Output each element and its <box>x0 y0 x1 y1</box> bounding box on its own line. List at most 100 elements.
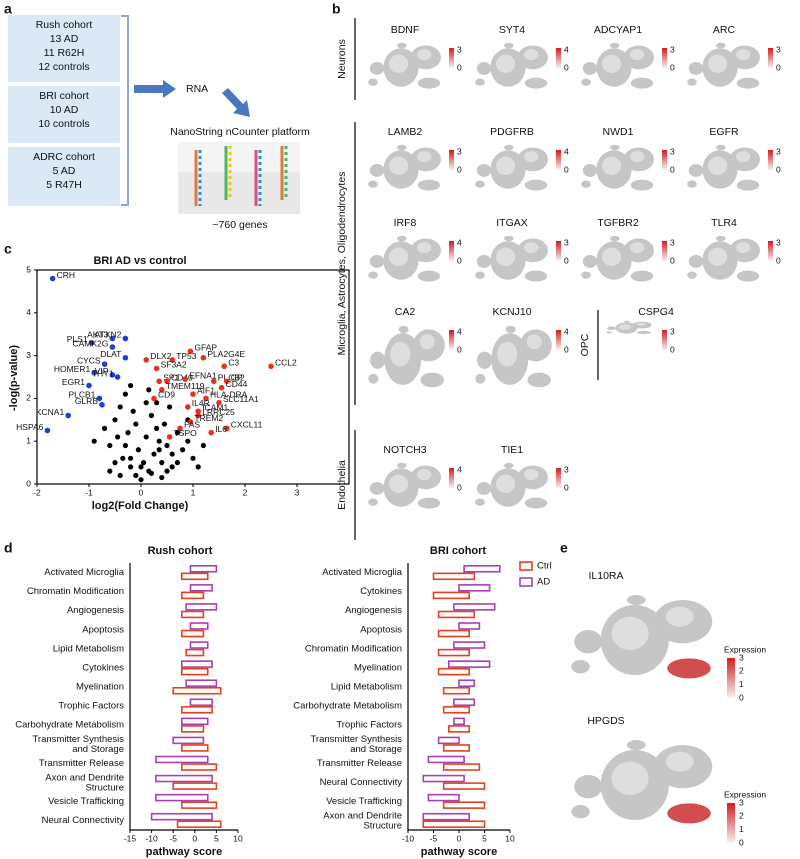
point-label: TP53 <box>176 351 197 361</box>
cohort-text: Rush cohort <box>36 19 93 31</box>
point <box>112 417 118 423</box>
group-label: OPC <box>579 333 591 356</box>
labeled-point <box>187 348 194 355</box>
point-label: DLX2 <box>150 351 172 361</box>
range-bar <box>447 660 491 668</box>
tsne-plot <box>571 740 712 823</box>
range-bar <box>181 725 205 733</box>
point <box>190 455 196 461</box>
color-bar-min: 0 <box>670 62 675 72</box>
point-label: HSPA6 <box>16 422 44 432</box>
point-label: IL6 <box>215 424 227 434</box>
labeled-point <box>224 378 230 385</box>
range-bar <box>189 622 209 630</box>
range-bar <box>155 774 213 783</box>
range-bar <box>189 698 213 707</box>
chart-title: Rush cohort <box>148 545 213 557</box>
labeled-point <box>221 363 227 370</box>
range-bar <box>453 641 486 649</box>
range-bar <box>172 736 205 745</box>
cohort-text: 5 R47H <box>46 179 82 191</box>
category-label: Vesicle Trafficking <box>48 796 124 807</box>
range-bar <box>453 603 496 611</box>
panel-letter: d <box>4 540 13 556</box>
color-bar <box>727 803 735 843</box>
category-label: Activated Microglia <box>322 567 402 578</box>
color-bar-max: 4 <box>564 44 569 54</box>
group-label: Neurons <box>336 39 348 79</box>
range-bar <box>458 584 491 592</box>
color-bar-max: 3 <box>670 44 675 54</box>
labeled-point <box>195 408 201 415</box>
point <box>128 382 134 389</box>
tsne-plot <box>475 325 552 388</box>
color-bar-min: 0 <box>564 482 569 492</box>
legend-label: Ctrl <box>537 561 552 572</box>
panel-letter: e <box>560 540 568 556</box>
cohort-box <box>8 147 120 206</box>
cohort-text: 10 AD <box>50 104 79 116</box>
point-label: CRH <box>57 270 75 280</box>
point <box>159 474 165 481</box>
range-bar <box>442 686 471 695</box>
tsne-plot <box>368 325 445 388</box>
tsne-plot <box>368 235 441 282</box>
point-label: AIF1 <box>197 385 215 395</box>
tsne-plot <box>581 144 654 191</box>
range-bar <box>422 774 465 783</box>
color-bar <box>662 330 667 350</box>
range-bar <box>181 572 209 581</box>
labeled-point <box>65 412 71 419</box>
range-bar <box>427 793 460 802</box>
point-label: CD40 <box>171 373 193 383</box>
point <box>128 455 134 461</box>
range-bar <box>442 744 471 752</box>
labeled-point <box>164 378 170 385</box>
axes <box>407 563 510 831</box>
labeled-point <box>109 372 116 378</box>
range-bar <box>437 648 471 657</box>
range-bar <box>176 820 222 828</box>
category-label: Carbohydrate Metabolism <box>15 720 124 731</box>
point-label: PLCB1 <box>68 390 95 400</box>
range-bar <box>181 667 209 676</box>
x-tick-label: 10 <box>505 833 515 843</box>
color-bar-max: 3 <box>457 146 462 156</box>
labeled-point <box>88 339 95 346</box>
gene-name: EGFR <box>709 126 739 138</box>
range-bar <box>437 610 476 619</box>
color-bar-tick: 0 <box>739 692 744 702</box>
panel-letter: c <box>4 241 12 257</box>
tsne-plot <box>475 235 548 282</box>
y-tick-label: 3 <box>26 350 31 360</box>
y-tick-label: 2 <box>26 393 31 403</box>
labeled-point <box>185 404 191 410</box>
labeled-point <box>216 399 222 406</box>
labeled-point <box>268 363 274 370</box>
color-bar-max: 3 <box>564 237 569 247</box>
labeled-point <box>153 365 160 372</box>
point-label: HOMER1 <box>54 364 91 374</box>
point <box>135 447 141 453</box>
x-tick-label: 5 <box>482 833 487 843</box>
labeled-point <box>101 361 108 367</box>
x-tick-label: -5 <box>430 833 438 843</box>
labeled-point <box>109 344 116 350</box>
x-tick-label: -15 <box>124 833 137 843</box>
point <box>156 447 162 453</box>
range-bar <box>437 629 471 638</box>
color-bar-tick: 2 <box>739 811 744 821</box>
color-bar-tick: 0 <box>739 837 744 847</box>
color-bar <box>662 241 667 261</box>
group-label: Microglia, Astrocytes, Oligodendrocytes <box>336 172 348 356</box>
range-bar <box>453 717 465 726</box>
panel-letter: b <box>332 1 341 17</box>
labeled-point <box>177 425 183 432</box>
axes <box>129 563 238 831</box>
point-label: SP1 <box>163 373 179 383</box>
color-bar <box>662 150 667 170</box>
legend-swatch <box>519 577 533 587</box>
color-bar-max: 4 <box>564 326 569 336</box>
gene-name: BDNF <box>391 24 420 36</box>
color-bar <box>768 150 773 170</box>
